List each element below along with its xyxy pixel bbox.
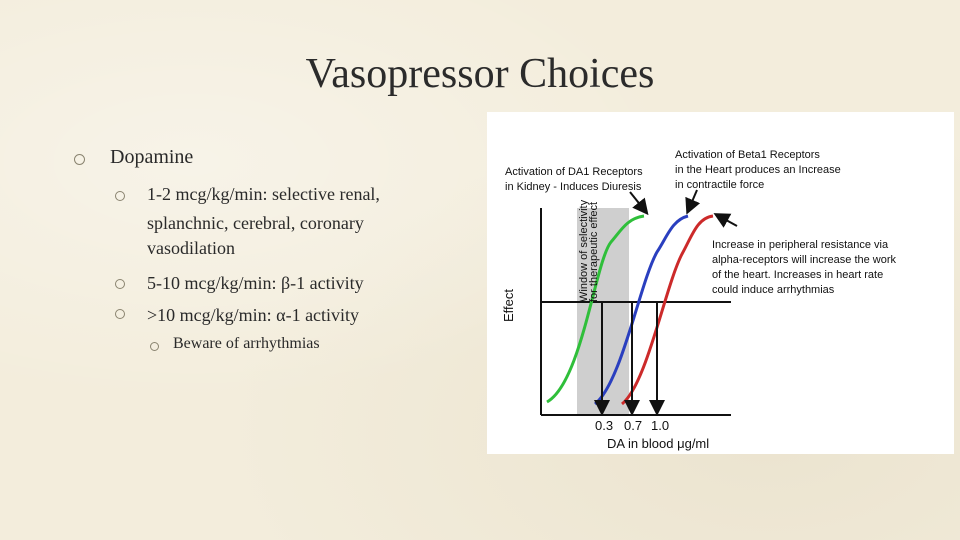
dose-response-chart: Window of selectivity for therapeutic ef… (501, 149, 897, 451)
y-axis-label: Effect (501, 289, 516, 322)
curve-alpha1 (620, 214, 714, 406)
bullet-dopamine: Dopamine (110, 146, 194, 168)
curve-da1 (546, 214, 645, 404)
tick-label-0-3: 0.3 (595, 418, 613, 433)
bullet-dose-low-line3: vasodilation (147, 238, 235, 258)
bullet-icon (74, 154, 85, 165)
annotation-beta1-line1: Activation of Beta1 Receptors (675, 149, 820, 161)
window-label-1: Window of selectivity (578, 199, 590, 302)
annotation-beta1-line2: in the Heart produces an Increase (675, 164, 841, 176)
arrow-beta1 (685, 189, 701, 215)
bullet-icon (115, 309, 125, 319)
arrow-alpha1 (713, 213, 738, 228)
arrow-da1 (629, 191, 649, 216)
annotation-alpha1-line1: Increase in peripheral resistance via (712, 239, 889, 251)
bullet-arrhythmia: Beware of arrhythmias (173, 335, 320, 352)
annotation-da1-line2: in Kidney - Induces Diuresis (505, 181, 642, 193)
bullet-dose-low-line2: splanchnic, cerebral, coronary (147, 213, 364, 233)
tick-label-1-0: 1.0 (651, 418, 669, 433)
dose-response-figure: Window of selectivity for therapeutic ef… (487, 112, 954, 454)
bullet-dose-low-line1: 1-2 mcg/kg/min: selective renal, (147, 184, 380, 204)
bullet-icon (150, 342, 159, 351)
annotation-alpha1-line4: could induce arrhythmias (712, 284, 835, 296)
window-label-2: for therapeutic effect (588, 202, 600, 302)
bullet-icon (115, 279, 125, 289)
bullet-dose-high: >10 mcg/kg/min: α-1 activity (147, 305, 360, 325)
x-axis-label: DA in blood μg/ml (607, 436, 709, 451)
tick-label-0-7: 0.7 (624, 418, 642, 433)
annotation-alpha1-line3: of the heart. Increases in heart rate (712, 269, 883, 281)
bullet-dose-mid: 5-10 mcg/kg/min: β-1 activity (147, 273, 364, 293)
annotation-alpha1-line2: alpha-receptors will increase the work (712, 254, 897, 266)
bullet-icon (115, 191, 125, 201)
curve-beta1 (594, 214, 689, 406)
annotation-da1-line1: Activation of DA1 Receptors (505, 166, 643, 178)
annotation-beta1-line3: in contractile force (675, 179, 764, 191)
slide-title: Vasopressor Choices (305, 51, 655, 97)
